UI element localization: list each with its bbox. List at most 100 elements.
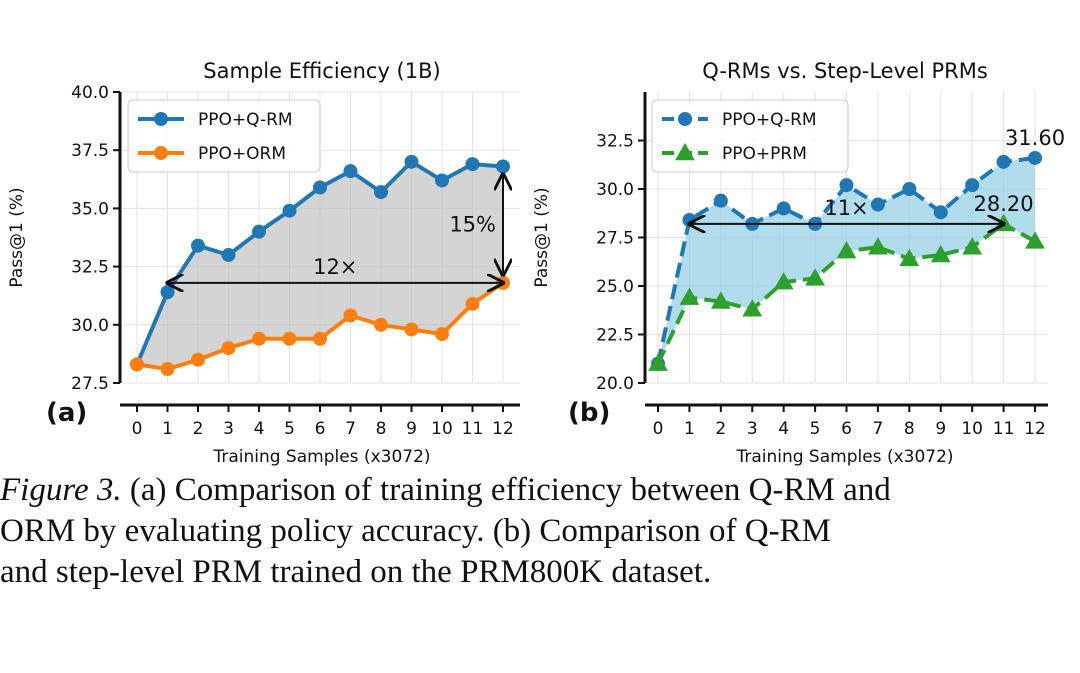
x-tick-label: 5 xyxy=(284,419,295,439)
annotation-label: 11× xyxy=(824,196,868,220)
x-tick-label: 1 xyxy=(162,419,173,439)
data-point-series-2 xyxy=(252,332,266,346)
data-point-series-1 xyxy=(161,285,175,299)
panel-label: (a) xyxy=(46,398,87,428)
x-tick-label: 6 xyxy=(841,419,852,439)
y-tick-label: 25.0 xyxy=(596,277,634,297)
legend-label-1: PPO+Q-RM xyxy=(722,110,817,130)
chart-title: Sample Efficiency (1B) xyxy=(203,59,440,83)
data-point-series-1 xyxy=(313,180,327,194)
data-point-series-2 xyxy=(130,357,144,371)
y-tick-label: 32.5 xyxy=(596,132,634,152)
data-point-series-2 xyxy=(374,318,388,332)
legend-marker-2 xyxy=(154,146,168,160)
x-tick-label: 4 xyxy=(254,419,265,439)
x-tick-label: 0 xyxy=(653,419,664,439)
data-point-series-1 xyxy=(840,178,854,192)
caption-text-1: (a) Comparison of training efficiency be… xyxy=(122,472,891,508)
y-tick-label: 37.5 xyxy=(71,141,109,161)
data-point-series-1 xyxy=(405,155,419,169)
y-tick-label: 32.5 xyxy=(71,258,109,278)
x-tick-label: 1 xyxy=(684,419,695,439)
x-tick-label: 5 xyxy=(810,419,821,439)
data-point-series-2 xyxy=(435,327,449,341)
y-tick-label: 40.0 xyxy=(71,83,109,103)
data-point-series-1 xyxy=(283,204,297,218)
legend-marker-1 xyxy=(678,112,692,126)
legend-marker-1 xyxy=(154,112,168,126)
data-label: 31.60 xyxy=(1005,126,1065,150)
x-axis-label: Training Samples (x3072) xyxy=(212,447,430,467)
figure: 27.5 30.0 32.5 35.0 37.5 40.0 0 1 2 3 4 5 6 7 8 9 10 11 12… xyxy=(0,0,1080,673)
panel-label: (b) xyxy=(568,398,610,428)
data-point-series-1 xyxy=(466,157,480,171)
x-tick-label: 2 xyxy=(715,419,726,439)
x-tick-label: 0 xyxy=(132,419,143,439)
data-point-series-1 xyxy=(435,173,449,187)
data-point-series-2 xyxy=(466,297,480,311)
x-tick-label: 6 xyxy=(315,419,326,439)
chart-panel-b: 20.022.525.027.530.032.50 1 2 3 4 5 6 7 8 9 10 11 12… xyxy=(532,59,1065,467)
data-point-series-2 xyxy=(283,332,297,346)
x-tick-label: 12 xyxy=(492,419,514,439)
y-tick-label: 30.0 xyxy=(71,316,109,336)
x-axis-label: Training Samples (x3072) xyxy=(735,447,953,467)
data-point-series-1 xyxy=(902,182,916,196)
y-tick-label: 27.5 xyxy=(71,374,109,394)
x-tick-label: 3 xyxy=(223,419,234,439)
data-point-series-1 xyxy=(496,159,510,173)
legend-label-2: PPO+PRM xyxy=(722,144,807,164)
data-point-series-1 xyxy=(965,178,979,192)
y-tick-label: 30.0 xyxy=(596,180,634,200)
data-point-series-1 xyxy=(682,213,696,227)
caption-line-3: and step-level PRM trained on the PRM800… xyxy=(0,552,1080,593)
x-tick-label: 3 xyxy=(747,419,758,439)
x-tick-label: 8 xyxy=(904,419,915,439)
legend: PPO+Q-RM PPO+ORM xyxy=(128,100,320,172)
x-tick-label: 9 xyxy=(935,419,946,439)
chart-panel-a: 27.530.032.535.037.540.00 1 2 3 4 5 6 7 8 9 10 11 12… xyxy=(7,59,520,467)
annotation-label: 15% xyxy=(449,213,496,237)
x-tick-label: 4 xyxy=(778,419,789,439)
data-point-series-1 xyxy=(714,194,728,208)
y-tick-label: 35.0 xyxy=(71,199,109,219)
x-tick-label: 10 xyxy=(961,419,983,439)
data-point-series-1 xyxy=(997,155,1011,169)
data-point-series-1 xyxy=(871,198,885,212)
y-tick-label: 22.5 xyxy=(596,326,634,346)
data-point-series-1 xyxy=(374,185,388,199)
legend-label-1: PPO+Q-RM xyxy=(198,110,293,130)
data-point-series-1 xyxy=(252,225,266,239)
x-tick-label: 10 xyxy=(431,419,453,439)
x-tick-label: 7 xyxy=(873,419,884,439)
data-point-series-2 xyxy=(222,341,236,355)
y-axis-label: Pass@1 (%) xyxy=(532,187,552,287)
x-tick-label: 7 xyxy=(345,419,356,439)
legend: PPO+Q-RM PPO+PRM xyxy=(652,100,848,172)
y-axis-label: Pass@1 (%) xyxy=(7,187,27,287)
x-tick-label: 11 xyxy=(462,419,484,439)
figure-caption: Figure 3. (a) Comparison of training eff… xyxy=(0,470,1080,593)
data-point-series-1 xyxy=(222,248,236,262)
x-tick-label: 12 xyxy=(1024,419,1046,439)
y-tick-label: 20.0 xyxy=(596,374,634,394)
x-tick-label: 9 xyxy=(406,419,417,439)
chart-title: Q-RMs vs. Step-Level PRMs xyxy=(702,59,988,83)
data-point-series-2 xyxy=(191,353,205,367)
caption-line-2: ORM by evaluating policy accuracy. (b) C… xyxy=(0,511,1080,552)
annotation-label: 12× xyxy=(313,255,357,279)
x-tick-label: 2 xyxy=(193,419,204,439)
caption-line-1: Figure 3. (a) Comparison of training eff… xyxy=(0,470,1080,511)
data-point-series-1 xyxy=(344,164,358,178)
data-point-series-1 xyxy=(191,239,205,253)
data-point-series-1 xyxy=(1028,151,1042,165)
data-point-series-2 xyxy=(161,362,175,376)
data-point-series-2 xyxy=(344,308,358,322)
y-tick-label: 27.5 xyxy=(596,229,634,249)
data-point-series-2 xyxy=(405,322,419,336)
data-point-series-1 xyxy=(934,205,948,219)
legend-label-2: PPO+ORM xyxy=(198,144,286,164)
data-point-series-1 xyxy=(777,201,791,215)
caption-figure-label: Figure 3. xyxy=(0,472,122,508)
x-tick-label: 11 xyxy=(993,419,1015,439)
